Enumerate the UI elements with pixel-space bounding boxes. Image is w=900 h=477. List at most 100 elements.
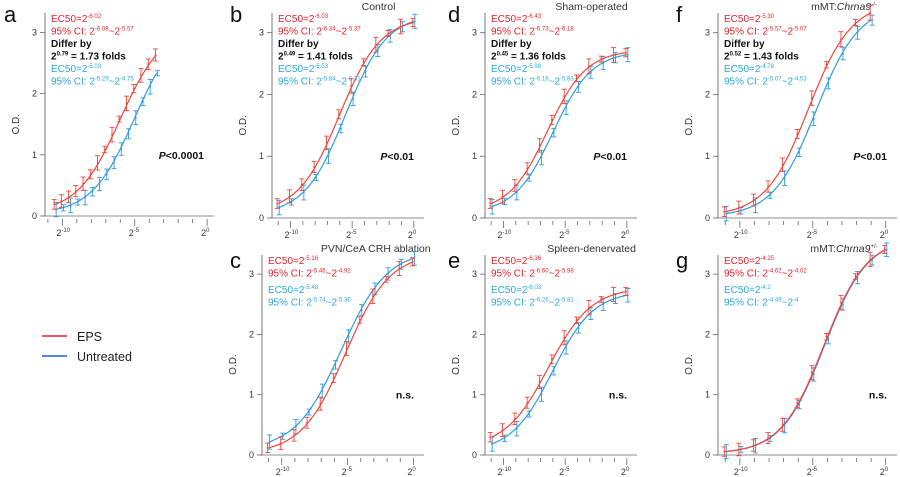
y-tick-label: 1 bbox=[32, 150, 37, 160]
data-point-eps bbox=[587, 65, 590, 68]
data-point-untreated bbox=[91, 190, 94, 193]
x-tick-label: 2-10 bbox=[276, 467, 290, 477]
data-point-eps bbox=[132, 87, 135, 90]
annotation-eps-ec50: EC50=2-6.02 bbox=[51, 14, 102, 25]
annotation-fold-part: 2 bbox=[491, 52, 497, 63]
data-point-untreated bbox=[113, 161, 115, 164]
data-point-untreated bbox=[364, 70, 367, 73]
x-tick-label-part: 2 bbox=[880, 467, 885, 477]
x-tick-label-part: -5 bbox=[564, 467, 570, 473]
curve-untreated bbox=[725, 249, 886, 453]
data-point-untreated bbox=[149, 85, 152, 88]
annotation-eps-ci: 95% CI: 2-6.60~2-5.98 bbox=[491, 269, 574, 280]
x-tick-label: 20 bbox=[407, 467, 416, 477]
annotation-untreated-ec50-part: EC50=2 bbox=[724, 285, 761, 296]
data-point-untreated bbox=[769, 194, 771, 197]
data-point-eps bbox=[82, 182, 84, 185]
data-point-untreated bbox=[127, 132, 130, 135]
annotation-fold-part: 2 bbox=[724, 52, 730, 63]
data-point-eps bbox=[154, 54, 157, 56]
annotation-fold-part: 2 bbox=[51, 52, 57, 63]
x-tick-label: 2-5 bbox=[807, 230, 818, 240]
panel-title-text: Control bbox=[362, 1, 396, 13]
data-point-eps bbox=[385, 278, 387, 281]
annotation-untreated-ec50-part: EC50=2 bbox=[51, 64, 88, 75]
annotation-eps-ci: 95% CI: 2-6.34~2-5.37 bbox=[278, 27, 361, 38]
curve-untreated bbox=[278, 20, 414, 209]
annotation-eps-ci-part: -4.92 bbox=[337, 269, 351, 275]
x-tick-label-part: 2 bbox=[56, 228, 61, 238]
annotation-fold-part: 0.79 bbox=[57, 52, 69, 58]
annotation-fold: 20.52 = 1.43 folds bbox=[724, 52, 799, 63]
annotation-untreated-ec50-part: -5.03 bbox=[87, 64, 101, 70]
annotation-eps-ci-part: 95% CI: 2 bbox=[268, 269, 312, 280]
data-point-eps bbox=[411, 21, 414, 24]
annotation-eps-ci-part: -6.60 bbox=[535, 269, 549, 275]
data-point-eps bbox=[358, 319, 361, 321]
x-tick-label: 20 bbox=[408, 230, 417, 240]
data-point-eps bbox=[767, 185, 769, 188]
annotation-eps-ec50-part: -6.02 bbox=[87, 14, 101, 20]
p-value-italic: P bbox=[853, 151, 861, 163]
annotation-eps-ec50-part: -4.25 bbox=[760, 256, 774, 262]
p-value-text: <0.01 bbox=[387, 151, 414, 163]
data-point-untreated bbox=[827, 337, 830, 340]
p-value: P<0.01 bbox=[380, 151, 414, 163]
annotation-eps-ci-part: -6.73 bbox=[535, 27, 549, 33]
annotation-eps-ec50-part: -5.16 bbox=[304, 256, 318, 262]
y-tick-label: 3 bbox=[249, 269, 254, 279]
data-point-untreated bbox=[515, 191, 518, 194]
panel-title-text: Sham-operated bbox=[555, 1, 628, 13]
x-tick-label-part: 2 bbox=[880, 230, 885, 240]
annotation-eps-ci-part: -6.34 bbox=[322, 27, 336, 33]
x-tick-label-part: 2 bbox=[559, 467, 564, 477]
y-tick-label: 2 bbox=[472, 329, 477, 339]
x-tick-label-part: 2 bbox=[621, 230, 626, 240]
panel-title-text: mMT: bbox=[811, 1, 837, 13]
curve-eps bbox=[268, 261, 414, 449]
annotation-eps-ci-part: -5.46 bbox=[312, 269, 326, 275]
p-value: n.s. bbox=[396, 390, 414, 402]
data-point-untreated bbox=[842, 303, 844, 306]
x-tick-label-part: 0 bbox=[413, 230, 417, 236]
data-point-eps bbox=[300, 183, 303, 186]
annotation-untreated-ci-part: 95% CI: 2 bbox=[51, 77, 95, 88]
y-axis-label: O.D. bbox=[451, 354, 462, 375]
annotation-untreated-ci-part: 95% CI: 2 bbox=[491, 298, 535, 309]
data-point-untreated bbox=[798, 151, 801, 154]
data-point-eps bbox=[563, 95, 566, 98]
data-point-eps bbox=[825, 335, 828, 338]
annotation-fold-part: = 1.43 folds bbox=[741, 52, 799, 63]
x-tick-label: 2-5 bbox=[346, 230, 357, 240]
y-tick-label: 0 bbox=[472, 213, 477, 223]
data-point-untreated bbox=[360, 309, 363, 311]
data-point-eps bbox=[781, 423, 784, 426]
data-point-untreated bbox=[577, 326, 580, 329]
annotation-untreated-ci-part: -4.75 bbox=[120, 77, 134, 83]
annotation-fold-part: 0.45 bbox=[497, 52, 509, 58]
data-point-untreated bbox=[387, 273, 389, 275]
data-point-eps bbox=[337, 113, 340, 116]
data-point-untreated bbox=[376, 49, 379, 52]
annotation-eps-ec50-part: -6.03 bbox=[314, 14, 328, 20]
data-point-untreated bbox=[413, 20, 416, 23]
curve-eps bbox=[490, 290, 627, 438]
data-point-eps bbox=[288, 195, 291, 198]
data-point-eps bbox=[489, 202, 492, 205]
p-value-italic: P bbox=[159, 150, 167, 162]
data-point-eps bbox=[345, 347, 348, 350]
annotation-untreated-ec50: EC50=2-5.53 bbox=[278, 64, 329, 75]
curve-eps bbox=[725, 12, 872, 213]
annotation-untreated-ci-part: 95% CI: 2 bbox=[278, 77, 322, 88]
x-tick-label: 20 bbox=[621, 230, 630, 240]
x-tick-label-part: 2 bbox=[734, 230, 739, 240]
data-point-eps bbox=[624, 51, 627, 54]
data-point-untreated bbox=[105, 173, 108, 176]
data-point-untreated bbox=[885, 248, 888, 251]
y-axis-label: O.D. bbox=[451, 115, 462, 136]
annotation-eps-ci-part: -4.02 bbox=[793, 269, 807, 275]
data-point-untreated bbox=[577, 86, 580, 88]
annotation-untreated-ec50-part: EC50=2 bbox=[724, 64, 761, 75]
data-point-eps bbox=[362, 61, 365, 64]
